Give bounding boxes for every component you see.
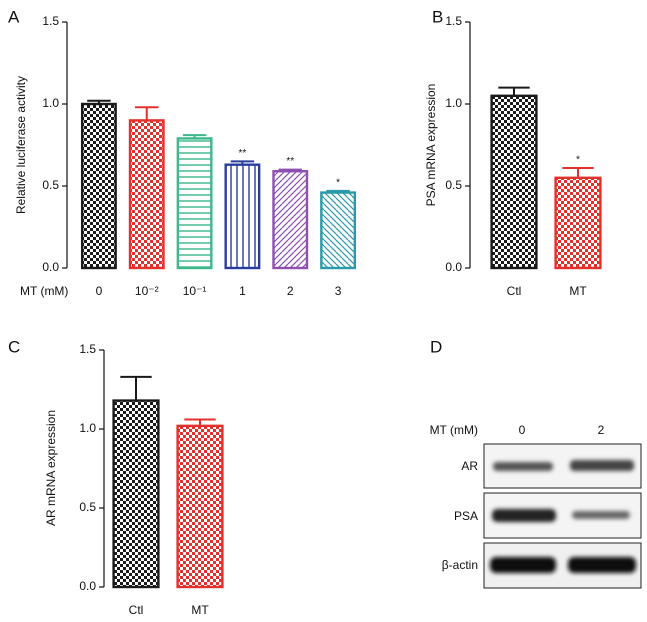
lane-label: 0 xyxy=(519,423,526,437)
bar xyxy=(112,399,160,589)
panel-letter: A xyxy=(8,7,20,26)
chart: B PSA mRNA expression 0.0 0.5 1.0 1.5 Ctl MT * xyxy=(424,7,602,298)
x-tick-label: 1 xyxy=(239,284,246,298)
y-tick-label: 0.0 xyxy=(42,260,59,274)
y-tick-label: 1.0 xyxy=(42,96,59,110)
panel-letter: B xyxy=(432,7,443,26)
bar xyxy=(176,137,213,270)
y-axis-label: AR mRNA expression xyxy=(44,410,58,526)
x-tick-label: Ctl xyxy=(507,284,522,298)
x-tick-label: 2 xyxy=(287,284,294,298)
bar xyxy=(554,176,602,270)
bar xyxy=(490,94,538,270)
significance-label: ** xyxy=(286,156,294,167)
blot-header: MT (mM) xyxy=(430,423,478,437)
y-tick-label: 1.5 xyxy=(445,14,462,28)
y-tick-label: 1.0 xyxy=(79,421,96,435)
band xyxy=(572,511,630,519)
blot-panel: D MT (mM) 0 2 AR PSA β-actin xyxy=(430,337,642,589)
significance-label: * xyxy=(576,155,580,166)
x-tick-label: MT xyxy=(191,603,209,617)
lane-label: 2 xyxy=(598,423,605,437)
y-axis-label: PSA mRNA expression xyxy=(424,84,438,207)
bar xyxy=(272,170,309,270)
y-tick-label: 1.5 xyxy=(42,14,59,28)
x-tick-label: MT xyxy=(569,284,587,298)
bands xyxy=(490,460,636,573)
x-tick-label: 10⁻² xyxy=(135,284,159,298)
y-tick-label: 0.0 xyxy=(445,260,462,274)
panel-letter: D xyxy=(430,337,442,356)
chart: C AR mRNA expression 0.0 0.5 1.0 1.5 Ctl MT xyxy=(8,337,224,617)
bar xyxy=(80,102,117,270)
y-tick-label: 0.5 xyxy=(42,178,59,192)
y-tick-label: 1.5 xyxy=(79,342,96,356)
row-label: PSA xyxy=(454,509,478,523)
y-tick-label: 0.0 xyxy=(79,579,96,593)
bar xyxy=(128,119,165,270)
chart: A Relative luciferase activity 0.0 0.5 1.0 1.… xyxy=(8,7,357,298)
x-axis-label: MT (mM) xyxy=(20,284,68,298)
y-axis-label: Relative luciferase activity xyxy=(14,76,28,214)
x-tick-label: 3 xyxy=(335,284,342,298)
significance-label: * xyxy=(336,178,340,189)
y-tick-label: 1.0 xyxy=(445,96,462,110)
band xyxy=(493,462,553,471)
x-tick-label: Ctl xyxy=(129,603,144,617)
band xyxy=(490,557,556,573)
band xyxy=(570,460,634,471)
panel-letter: C xyxy=(8,337,20,356)
bar xyxy=(176,424,224,589)
bar xyxy=(224,163,261,270)
band xyxy=(492,509,556,522)
x-tick-label: 10⁻¹ xyxy=(183,284,207,298)
x-tick-label: 0 xyxy=(96,284,103,298)
y-tick-label: 0.5 xyxy=(79,500,96,514)
row-label: AR xyxy=(461,459,478,473)
row-label: β-actin xyxy=(442,558,478,572)
y-tick-label: 0.5 xyxy=(445,178,462,192)
significance-label: ** xyxy=(239,148,247,159)
band xyxy=(568,557,636,573)
bar xyxy=(320,191,357,270)
